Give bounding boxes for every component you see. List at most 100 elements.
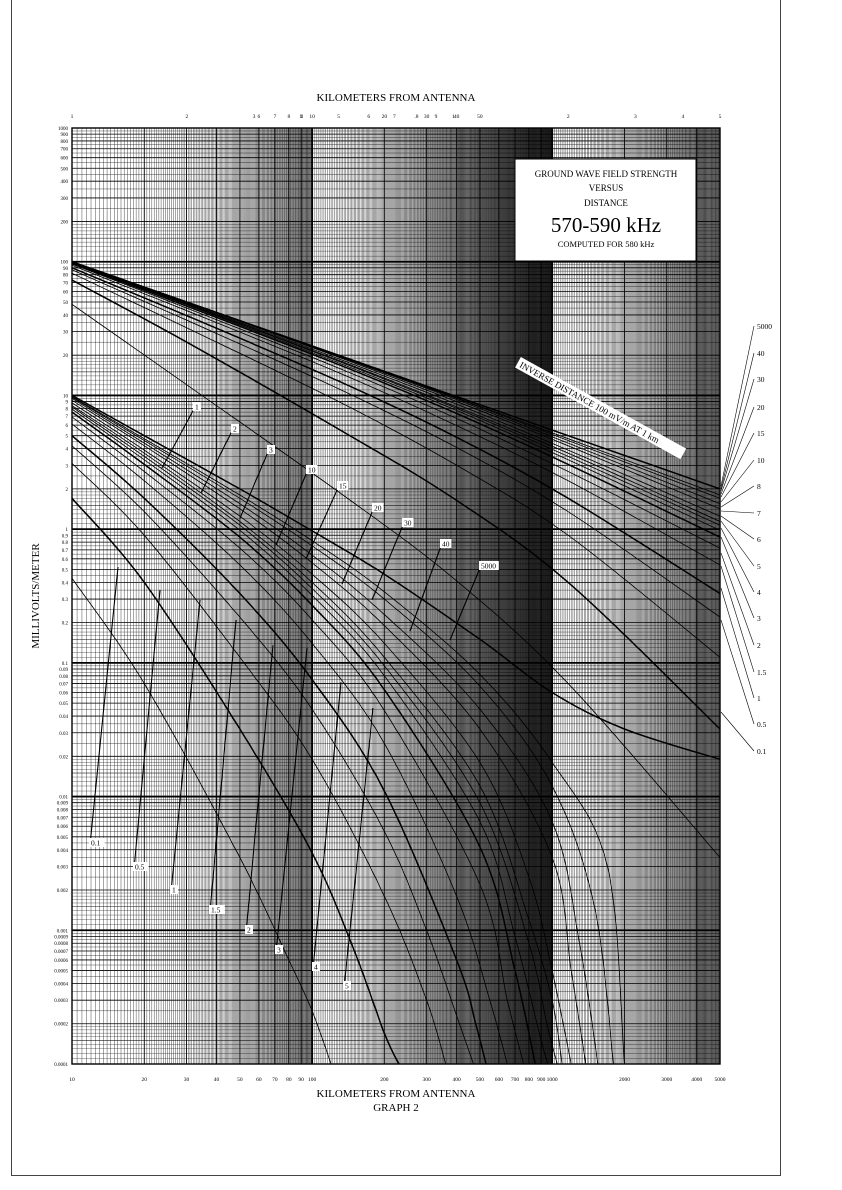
lower-curve-sigma-7 bbox=[72, 406, 558, 1064]
lower-curve-label-0_5-label-bg bbox=[133, 862, 149, 871]
y-tick-label: 0.005 bbox=[57, 836, 69, 841]
lower-curve-label-5: 5 bbox=[345, 982, 349, 991]
title-computed: COMPUTED FOR 580 kHz bbox=[558, 239, 655, 249]
lower-curve-label-0_1: 0.1 bbox=[91, 839, 101, 848]
y-tick-label: 500 bbox=[61, 167, 69, 172]
bottom-tick-label: 5000 bbox=[715, 1077, 726, 1083]
upper-curve-sigma-5 bbox=[72, 262, 720, 538]
y-tick-label: 60 bbox=[63, 290, 69, 295]
top-tick-label: 6 bbox=[257, 114, 260, 120]
y-tick-label: 100 bbox=[61, 261, 69, 266]
right-label-connector bbox=[720, 325, 755, 487]
upper-curve-label-2-leader bbox=[200, 430, 233, 494]
upper-curve-label-1: 1 bbox=[195, 403, 199, 412]
right-label-connector bbox=[720, 619, 755, 725]
y-tick-label: 0.03 bbox=[59, 732, 68, 737]
top-tick-label: 30 bbox=[424, 114, 430, 120]
y-tick-label: 10 bbox=[63, 394, 69, 399]
bottom-tick-label: 100 bbox=[308, 1077, 317, 1083]
upper-curve-label-30-leader bbox=[371, 524, 404, 601]
y-tick-label: 0.09 bbox=[59, 668, 68, 673]
lower-curve-label-4: 4 bbox=[314, 963, 318, 972]
upper-curve-label-40-label-bg bbox=[440, 539, 452, 548]
right-label-sigma-20: 20 bbox=[757, 403, 765, 412]
y-tick-label: 0.0003 bbox=[54, 999, 68, 1004]
y-tick-label: 30 bbox=[63, 331, 69, 336]
lower-curve-sigma-3 bbox=[72, 423, 508, 1064]
y-tick-label: 0.3 bbox=[62, 598, 69, 603]
y-tick-label: 0.8 bbox=[62, 541, 69, 546]
lower-curve-sigma-10 bbox=[72, 402, 572, 1064]
lower-curve-sigma-20 bbox=[72, 398, 599, 1064]
upper-curve-sigma-1.5 bbox=[72, 269, 720, 618]
y-tick-label: 0.0009 bbox=[54, 935, 68, 940]
right-label-sigma-6: 6 bbox=[757, 535, 761, 544]
y-tick-label: 0.0001 bbox=[54, 1063, 68, 1068]
bottom-tick-label: 300 bbox=[423, 1077, 432, 1083]
top-tick-label: 9 bbox=[435, 114, 438, 120]
right-label-connector bbox=[720, 515, 755, 540]
y-tick-label: 0.4 bbox=[62, 581, 69, 586]
y-tick-label: 1 bbox=[66, 528, 69, 533]
upper-curve-sigma-7 bbox=[72, 262, 720, 526]
top-tick-label: 9 bbox=[300, 114, 303, 120]
y-tick-label: 0.9 bbox=[62, 534, 69, 539]
right-label-connector bbox=[720, 565, 755, 673]
y-tick-label: 0.004 bbox=[57, 849, 69, 854]
y-tick-label: 90 bbox=[63, 267, 69, 272]
y-tick-label: 3 bbox=[66, 464, 69, 469]
y-tick-label: 80 bbox=[63, 274, 69, 279]
lower-curve-sigma-1 bbox=[72, 463, 447, 1064]
upper-curve-label-20-leader bbox=[341, 509, 374, 585]
top-tick-label: 7 bbox=[274, 114, 277, 120]
top-tick-label: .8 bbox=[414, 114, 418, 120]
y-tick-label: 5 bbox=[66, 435, 69, 440]
right-label-connector bbox=[720, 587, 755, 699]
lower-curve-label-4-label-bg bbox=[312, 962, 320, 971]
upper-curve-label-30-label-bg bbox=[402, 518, 414, 527]
y-tick-label: 0.6 bbox=[62, 558, 69, 563]
upper-curve-sigma-15 bbox=[72, 261, 720, 510]
lower-curve-sigma-0.5 bbox=[72, 497, 400, 1064]
upper-curve-label-2: 2 bbox=[233, 425, 237, 434]
right-label-sigma-3: 3 bbox=[757, 614, 761, 623]
top-tick-label: 3 bbox=[253, 114, 256, 120]
title-line-1: GROUND WAVE FIELD STRENGTH bbox=[535, 169, 678, 179]
y-tick-label: 0.05 bbox=[59, 702, 68, 707]
page-frame bbox=[11, 0, 781, 1176]
right-label-sigma-0_5: 0.5 bbox=[757, 720, 767, 729]
y-tick-label: 0.0004 bbox=[54, 982, 68, 987]
upper-curve-label-2-label-bg bbox=[231, 424, 239, 433]
right-label-sigma-2: 2 bbox=[757, 641, 761, 650]
title-band: 570-590 kHz bbox=[551, 213, 661, 237]
y-tick-label: 7 bbox=[66, 415, 69, 420]
right-label-sigma-15: 15 bbox=[757, 429, 765, 438]
curve-label-leaders: 123101520304050000.10.511.52345500040302… bbox=[89, 322, 772, 991]
y-tick-label: 0.001 bbox=[57, 929, 69, 934]
right-label-sigma-5: 5 bbox=[757, 562, 761, 571]
bottom-tick-label: 800 bbox=[525, 1077, 534, 1083]
y-tick-label: 600 bbox=[61, 157, 69, 162]
top-tick-label: 50 bbox=[477, 114, 483, 120]
lower-curve-sigma-6 bbox=[72, 408, 549, 1064]
upper-curve-label-15-leader bbox=[305, 487, 339, 560]
lower-curve-sigma-5 bbox=[72, 411, 536, 1064]
bottom-tick-label: 20 bbox=[142, 1077, 148, 1083]
y-axis-title: MILLIVOLTS/METER bbox=[30, 543, 42, 649]
bottom-tick-label: 60 bbox=[256, 1077, 262, 1083]
y-tick-label: 50 bbox=[63, 301, 69, 306]
right-label-connector bbox=[720, 459, 755, 503]
upper-curve-sigma-6 bbox=[72, 262, 720, 531]
top-tick-label: 5 bbox=[337, 114, 340, 120]
lower-curve-label-0_5: 0.5 bbox=[135, 863, 145, 872]
y-tick-label: 0.08 bbox=[59, 675, 68, 680]
upper-curve-sigma-1 bbox=[72, 272, 720, 658]
bottom-axis-title: KILOMETERS FROM ANTENNA bbox=[317, 1088, 476, 1100]
y-tick-label: 40 bbox=[63, 314, 69, 319]
upper-curve-sigma-2 bbox=[72, 267, 720, 595]
y-tick-label: 0.007 bbox=[57, 816, 69, 821]
right-label-sigma-1_5: 1.5 bbox=[757, 668, 767, 677]
lower-curve-label-2-label-bg bbox=[245, 925, 253, 934]
top-tick-label: 3 bbox=[634, 114, 637, 120]
lower-curve-sigma-0.1 bbox=[72, 577, 332, 1064]
